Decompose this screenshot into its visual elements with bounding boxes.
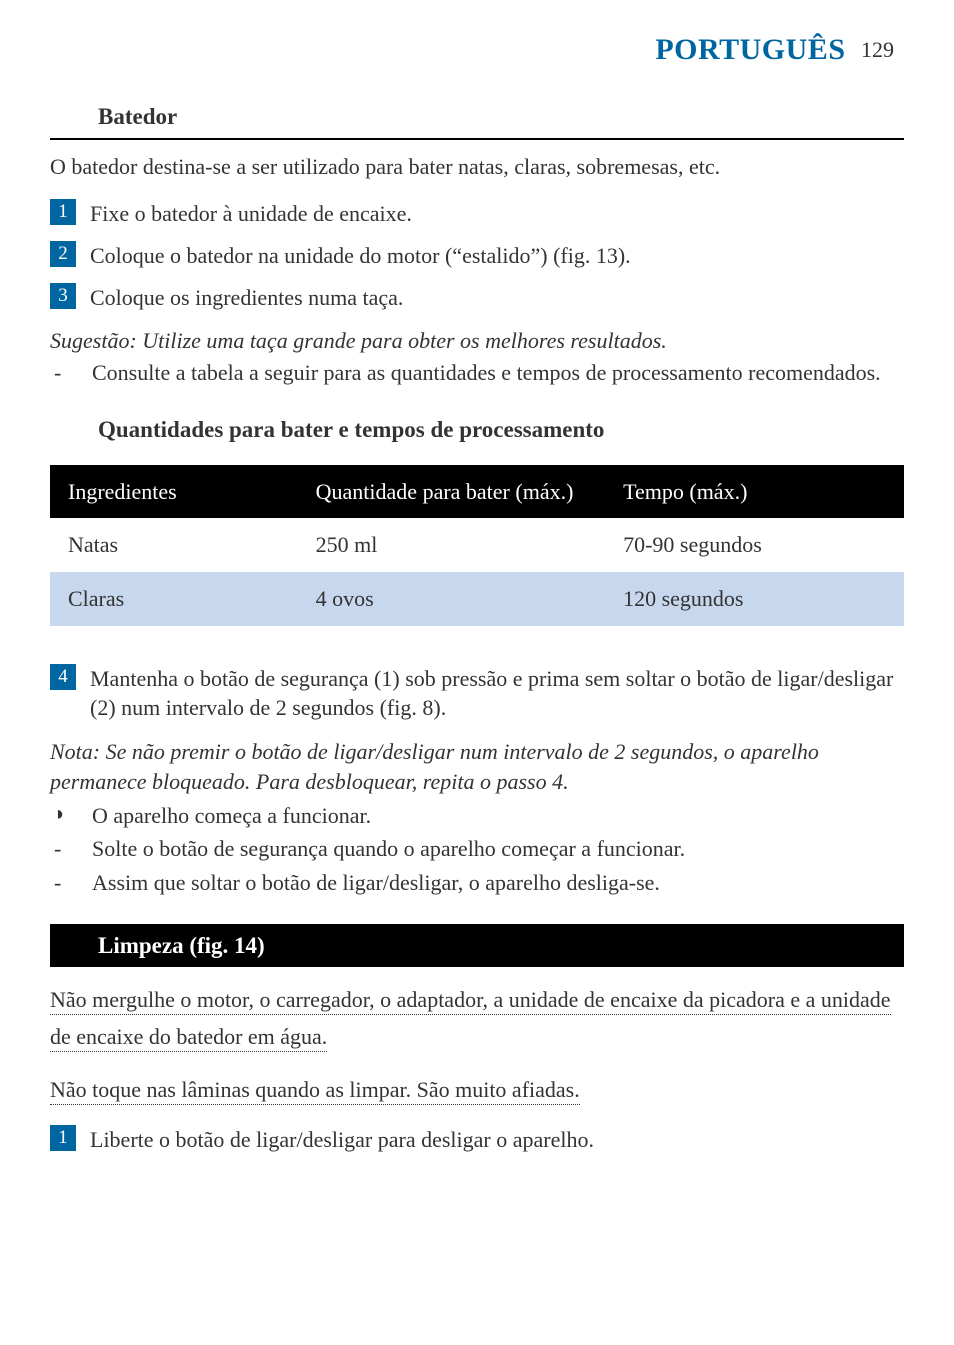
table-cell: 4 ovos xyxy=(298,572,605,626)
page-header: PORTUGUÊS 129 xyxy=(50,30,904,71)
step-row: 1 Liberte o botão de ligar/desligar para… xyxy=(50,1125,904,1155)
page-number: 129 xyxy=(861,37,894,62)
step-text: Mantenha o botão de segurança (1) sob pr… xyxy=(90,664,904,723)
table-header-cell: Tempo (máx.) xyxy=(605,465,904,519)
language-title: PORTUGUÊS xyxy=(655,33,845,66)
warning-paragraph: Não mergulhe o motor, o carregador, o ad… xyxy=(50,981,904,1056)
step-row: 1 Fixe o batedor à unidade de encaixe. xyxy=(50,199,904,229)
dash-list-item: - Solte o botão de segurança quando o ap… xyxy=(50,834,904,864)
dash-text: Solte o botão de segurança quando o apar… xyxy=(92,834,904,864)
table-row: Natas 250 ml 70-90 segundos xyxy=(50,518,904,572)
tip-text: Sugestão: Utilize uma taça grande para o… xyxy=(50,326,904,356)
table-cell: 70-90 segundos xyxy=(605,518,904,572)
step-row: 3 Coloque os ingredientes numa taça. xyxy=(50,283,904,313)
table-header-cell: Quantidade para bater (máx.) xyxy=(298,465,605,519)
section-heading-limpeza: Limpeza (fig. 14) xyxy=(50,924,904,967)
dash-text: Assim que soltar o botão de ligar/deslig… xyxy=(92,868,904,898)
warning-text: Não mergulhe o motor, o carregador, o ad… xyxy=(50,987,891,1052)
arrow-text: O aparelho começa a funcionar. xyxy=(92,801,904,831)
warning-text: Não toque nas lâminas quando as limpar. … xyxy=(50,1077,580,1105)
intro-paragraph: O batedor destina-se a ser utilizado par… xyxy=(50,152,904,182)
dash-text: Consulte a tabela a seguir para as quant… xyxy=(92,358,904,388)
dash-bullet: - xyxy=(50,834,92,864)
table-heading: Quantidades para bater e tempos de proce… xyxy=(50,414,904,445)
table-cell: Claras xyxy=(50,572,298,626)
table-header-row: Ingredientes Quantidade para bater (máx.… xyxy=(50,465,904,519)
table-cell: Natas xyxy=(50,518,298,572)
step-number-badge: 4 xyxy=(50,664,76,690)
table-cell: 120 segundos xyxy=(605,572,904,626)
step-number-badge: 1 xyxy=(50,1125,76,1151)
dash-bullet: - xyxy=(50,868,92,898)
step-row: 2 Coloque o batedor na unidade do motor … xyxy=(50,241,904,271)
arrow-list-item: ◗ O aparelho começa a funcionar. xyxy=(50,801,904,831)
note-text: Nota: Se não premir o botão de ligar/des… xyxy=(50,737,904,796)
step-text: Coloque os ingredientes numa taça. xyxy=(90,283,904,313)
table-cell: 250 ml xyxy=(298,518,605,572)
step-number-badge: 3 xyxy=(50,283,76,309)
warning-paragraph: Não toque nas lâminas quando as limpar. … xyxy=(50,1071,904,1108)
section-heading-batedor: Batedor xyxy=(50,101,904,140)
dash-bullet: - xyxy=(50,358,92,388)
step-number-badge: 1 xyxy=(50,199,76,225)
quantities-table: Ingredientes Quantidade para bater (máx.… xyxy=(50,465,904,626)
dash-list-item: - Consulte a tabela a seguir para as qua… xyxy=(50,358,904,388)
table-header-cell: Ingredientes xyxy=(50,465,298,519)
step-text: Coloque o batedor na unidade do motor (“… xyxy=(90,241,904,271)
step-number-badge: 2 xyxy=(50,241,76,267)
table-row: Claras 4 ovos 120 segundos xyxy=(50,572,904,626)
arrow-bullet-icon: ◗ xyxy=(50,801,92,831)
step-row: 4 Mantenha o botão de segurança (1) sob … xyxy=(50,664,904,723)
dash-list-item: - Assim que soltar o botão de ligar/desl… xyxy=(50,868,904,898)
step-text: Liberte o botão de ligar/desligar para d… xyxy=(90,1125,904,1155)
step-text: Fixe o batedor à unidade de encaixe. xyxy=(90,199,904,229)
